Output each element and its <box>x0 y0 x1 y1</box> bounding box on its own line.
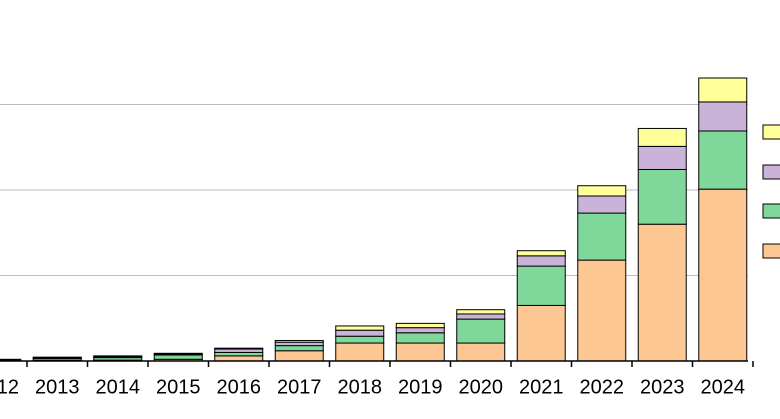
bar-segment <box>456 309 506 315</box>
bar-segment <box>335 342 385 362</box>
x-tick-label: 2012 <box>0 376 19 398</box>
bar-segment <box>637 168 687 225</box>
bar-segment <box>516 304 566 362</box>
x-tick-label: 2016 <box>217 376 262 398</box>
x-tick-label: 2013 <box>35 376 80 398</box>
legend-swatch <box>762 124 780 140</box>
bar-segment <box>214 348 264 353</box>
bar-segment <box>456 318 506 344</box>
bar-segment <box>153 352 203 355</box>
bar-segment <box>698 101 748 132</box>
bar-segment <box>698 130 748 190</box>
legend-swatch <box>762 243 780 259</box>
bar-segment <box>153 354 203 360</box>
x-tick-label: 2017 <box>277 376 322 398</box>
x-tick-label: 2015 <box>156 376 201 398</box>
x-tick-label: 2019 <box>398 376 443 398</box>
bar-segment <box>395 342 445 362</box>
x-tick-label: 2014 <box>96 376 141 398</box>
bar-segment <box>335 325 385 331</box>
bar-segment <box>516 250 566 257</box>
x-tick-label: 2024 <box>701 376 746 398</box>
x-tick-label: 2020 <box>459 376 504 398</box>
bar-segment <box>395 332 445 344</box>
bar-segment <box>395 322 445 329</box>
bar-segment <box>577 185 627 197</box>
bar-segment <box>214 355 264 362</box>
bar-segment <box>698 77 748 103</box>
bar-segment <box>516 265 566 306</box>
bar-segment <box>516 255 566 267</box>
bar-segment <box>698 188 748 362</box>
x-tick-label: 2023 <box>640 376 685 398</box>
bar-segment <box>395 327 445 334</box>
bar-segment <box>456 313 506 320</box>
bar-segment <box>335 329 385 337</box>
x-tick-label: 2018 <box>338 376 383 398</box>
bar-segment <box>335 335 385 344</box>
x-tick-label: 2022 <box>580 376 625 398</box>
bar-segment <box>637 223 687 362</box>
bar-segment <box>456 342 506 362</box>
legend-swatch <box>762 164 780 180</box>
bar-segment <box>274 341 324 347</box>
bar-segment <box>577 195 627 214</box>
bar-segment <box>214 351 264 357</box>
bar-segment <box>274 350 324 362</box>
legend-swatch <box>762 203 780 219</box>
bar-segment <box>274 339 324 343</box>
x-tick-label: 2021 <box>519 376 564 398</box>
bar-segment <box>637 127 687 147</box>
bar-segment <box>214 347 264 350</box>
bar-segment <box>274 345 324 352</box>
bar-segment <box>577 259 627 362</box>
bar-segment <box>93 355 143 358</box>
bar-segment <box>637 145 687 170</box>
bar-segment <box>577 212 627 261</box>
